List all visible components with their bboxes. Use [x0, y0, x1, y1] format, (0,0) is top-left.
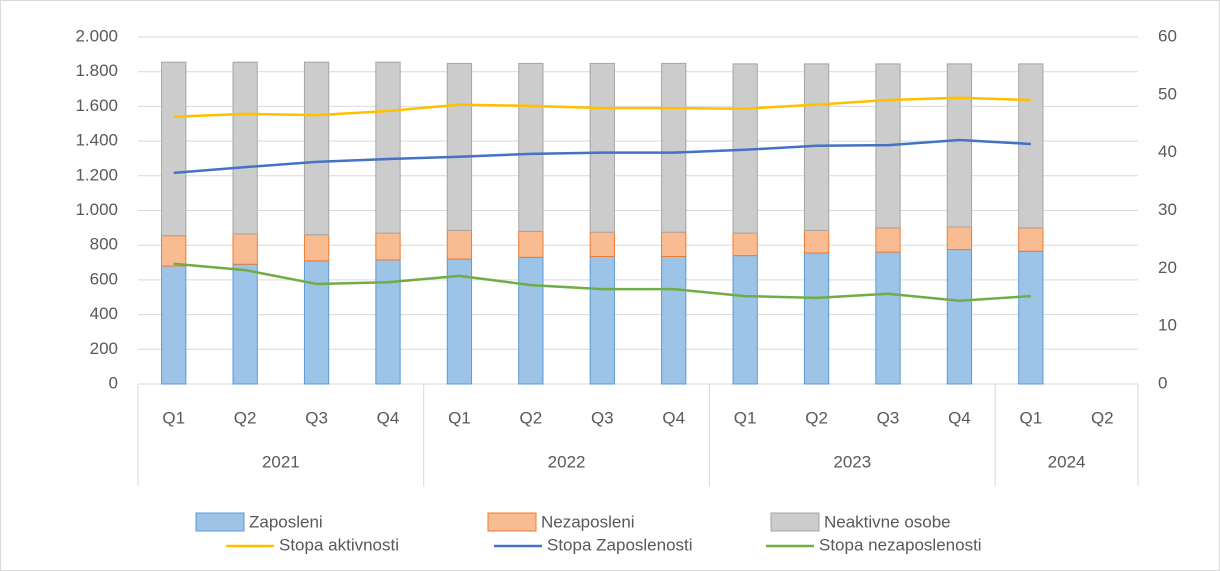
x-tick-label: Q3: [591, 408, 614, 427]
legend-swatch: [770, 512, 820, 532]
y-tick-label: 800: [90, 235, 118, 254]
bar: [446, 229, 473, 260]
legend-label: Neaktivne osobe: [824, 512, 951, 531]
bar: [446, 62, 473, 231]
y-tick-label: 1.000: [75, 200, 118, 219]
bar: [946, 249, 973, 385]
y2-tick-label: 0: [1158, 373, 1167, 392]
line: [173, 262, 1031, 302]
x-tick-label: Q1: [1020, 408, 1043, 427]
legend-label: Stopa Zaposlenosti: [547, 535, 693, 554]
legend-label: Nezaposleni: [541, 512, 635, 531]
bar: [732, 255, 758, 385]
y-tick-label: 400: [90, 304, 118, 323]
bar: [161, 61, 187, 237]
bar: [661, 255, 687, 385]
y-tick-label: 1.200: [75, 165, 118, 184]
bar: [803, 252, 830, 385]
bar: [446, 258, 473, 385]
y-tick-label: 200: [90, 339, 118, 358]
bar: [375, 61, 401, 234]
bar: [232, 61, 258, 235]
bar: [1018, 63, 1044, 229]
bar: [661, 62, 687, 233]
x-tick-label: Q2: [805, 408, 828, 427]
x-tick-label: Q2: [234, 408, 257, 427]
line: [173, 96, 1031, 119]
y-tick-label: 0: [109, 373, 118, 392]
bar: [803, 229, 830, 254]
bar: [518, 62, 544, 232]
x-tick-label: Q4: [948, 408, 971, 427]
legend-label: Stopa aktivnosti: [279, 535, 399, 554]
bar: [303, 61, 330, 236]
y2-tick-label: 40: [1158, 142, 1177, 161]
bar: [303, 234, 330, 262]
x-tick-label: Q3: [877, 408, 900, 427]
bar: [589, 231, 615, 257]
bar: [303, 260, 330, 385]
y-tick-label: 1.800: [75, 61, 118, 80]
x-group-label: 2022: [548, 452, 586, 471]
y2-tick-label: 10: [1158, 316, 1177, 335]
y2-tick-label: 50: [1158, 84, 1177, 103]
bar: [1018, 227, 1044, 252]
y2-tick-label: 20: [1158, 258, 1177, 277]
x-group-label: 2024: [1048, 452, 1086, 471]
bar: [375, 259, 401, 385]
legend-label: Zaposleni: [249, 512, 323, 531]
x-tick-label: Q1: [162, 408, 185, 427]
x-tick-label: Q2: [1091, 408, 1114, 427]
bar: [732, 232, 758, 257]
bar: [875, 251, 901, 385]
legend-swatch: [195, 512, 245, 532]
line: [173, 138, 1031, 175]
legend-label: Stopa nezaposlenosti: [819, 535, 982, 554]
bar: [661, 231, 687, 257]
y-tick-label: 1.400: [75, 131, 118, 150]
y-tick-label: 1.600: [75, 96, 118, 115]
bar: [1018, 250, 1044, 385]
x-tick-label: Q4: [377, 408, 400, 427]
x-tick-label: Q2: [520, 408, 543, 427]
y2-tick-label: 30: [1158, 200, 1177, 219]
x-tick-label: Q4: [662, 408, 685, 427]
y2-tick-label: 60: [1158, 26, 1177, 45]
y-tick-label: 2.000: [75, 26, 118, 45]
legend-swatch: [487, 512, 537, 532]
x-tick-label: Q3: [305, 408, 328, 427]
bar: [161, 235, 187, 267]
x-tick-label: Q1: [734, 408, 757, 427]
bar: [375, 232, 401, 261]
x-group-label: 2021: [262, 452, 300, 471]
bar: [589, 255, 615, 385]
bar: [518, 230, 544, 258]
bar: [875, 227, 901, 253]
bar: [589, 62, 615, 233]
bar: [161, 265, 187, 385]
bar: [946, 226, 973, 251]
x-group-label: 2023: [833, 452, 871, 471]
bar: [946, 63, 973, 228]
y-tick-label: 600: [90, 269, 118, 288]
bar: [232, 233, 258, 265]
x-tick-label: Q1: [448, 408, 471, 427]
bar: [232, 263, 258, 385]
bar: [518, 256, 544, 385]
